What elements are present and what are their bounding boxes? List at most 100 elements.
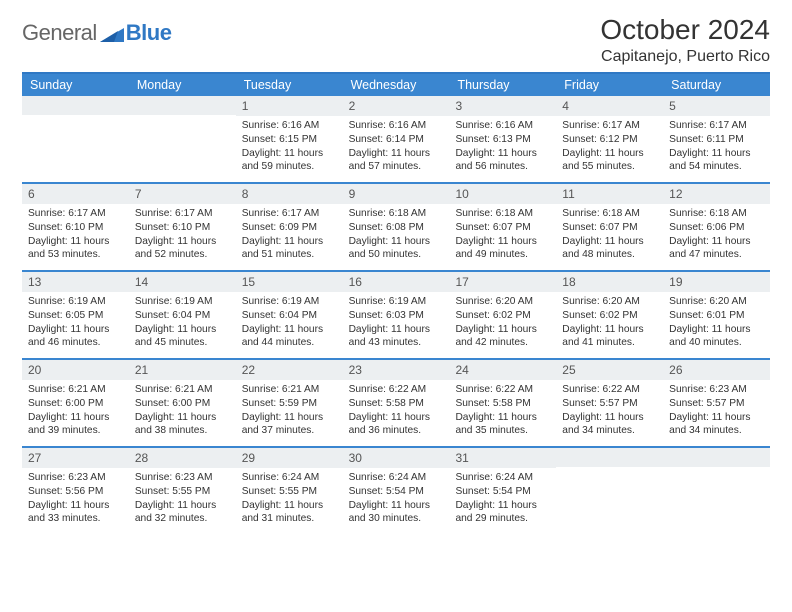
sunrise-text: Sunrise: 6:24 AM (455, 471, 550, 485)
daylight-text: Daylight: 11 hours and 30 minutes. (349, 499, 444, 527)
sunset-text: Sunset: 6:02 PM (455, 309, 550, 323)
dow-row: Sunday Monday Tuesday Wednesday Thursday… (22, 74, 770, 96)
location-label: Capitanejo, Puerto Rico (600, 48, 770, 66)
day-body (129, 115, 236, 175)
day-cell: 23Sunrise: 6:22 AMSunset: 5:58 PMDayligh… (343, 360, 450, 446)
daylight-text: Daylight: 11 hours and 37 minutes. (242, 411, 337, 439)
day-cell (556, 448, 663, 534)
sunset-text: Sunset: 6:00 PM (135, 397, 230, 411)
day-cell: 9Sunrise: 6:18 AMSunset: 6:08 PMDaylight… (343, 184, 450, 270)
sunrise-text: Sunrise: 6:20 AM (562, 295, 657, 309)
day-cell: 4Sunrise: 6:17 AMSunset: 6:12 PMDaylight… (556, 96, 663, 182)
sunrise-text: Sunrise: 6:16 AM (455, 119, 550, 133)
sunset-text: Sunset: 6:13 PM (455, 133, 550, 147)
week-row: 27Sunrise: 6:23 AMSunset: 5:56 PMDayligh… (22, 446, 770, 534)
dow-tuesday: Tuesday (236, 74, 343, 96)
day-body: Sunrise: 6:24 AMSunset: 5:55 PMDaylight:… (236, 468, 343, 532)
sunset-text: Sunset: 5:56 PM (28, 485, 123, 499)
daylight-text: Daylight: 11 hours and 50 minutes. (349, 235, 444, 263)
sunrise-text: Sunrise: 6:21 AM (135, 383, 230, 397)
week-row: 20Sunrise: 6:21 AMSunset: 6:00 PMDayligh… (22, 358, 770, 446)
day-number (663, 448, 770, 467)
day-body: Sunrise: 6:17 AMSunset: 6:10 PMDaylight:… (129, 204, 236, 268)
day-cell: 26Sunrise: 6:23 AMSunset: 5:57 PMDayligh… (663, 360, 770, 446)
day-cell: 18Sunrise: 6:20 AMSunset: 6:02 PMDayligh… (556, 272, 663, 358)
day-number: 1 (236, 96, 343, 116)
sunset-text: Sunset: 6:01 PM (669, 309, 764, 323)
logo-mark-icon (100, 24, 124, 42)
day-body: Sunrise: 6:16 AMSunset: 6:13 PMDaylight:… (449, 116, 556, 180)
sunset-text: Sunset: 5:57 PM (669, 397, 764, 411)
sunset-text: Sunset: 6:02 PM (562, 309, 657, 323)
day-cell: 15Sunrise: 6:19 AMSunset: 6:04 PMDayligh… (236, 272, 343, 358)
sunset-text: Sunset: 5:55 PM (135, 485, 230, 499)
logo-text-a: General (22, 20, 97, 46)
dow-monday: Monday (129, 74, 236, 96)
header: General Blue October 2024 Capitanejo, Pu… (22, 14, 770, 66)
day-number: 8 (236, 184, 343, 204)
daylight-text: Daylight: 11 hours and 40 minutes. (669, 323, 764, 351)
daylight-text: Daylight: 11 hours and 48 minutes. (562, 235, 657, 263)
day-cell: 13Sunrise: 6:19 AMSunset: 6:05 PMDayligh… (22, 272, 129, 358)
daylight-text: Daylight: 11 hours and 44 minutes. (242, 323, 337, 351)
daylight-text: Daylight: 11 hours and 31 minutes. (242, 499, 337, 527)
sunrise-text: Sunrise: 6:20 AM (669, 295, 764, 309)
day-number: 22 (236, 360, 343, 380)
daylight-text: Daylight: 11 hours and 39 minutes. (28, 411, 123, 439)
day-body: Sunrise: 6:21 AMSunset: 5:59 PMDaylight:… (236, 380, 343, 444)
day-number: 16 (343, 272, 450, 292)
day-body: Sunrise: 6:21 AMSunset: 6:00 PMDaylight:… (22, 380, 129, 444)
sunset-text: Sunset: 5:58 PM (349, 397, 444, 411)
day-cell (129, 96, 236, 182)
sunset-text: Sunset: 5:57 PM (562, 397, 657, 411)
sunrise-text: Sunrise: 6:17 AM (135, 207, 230, 221)
week-row: 1Sunrise: 6:16 AMSunset: 6:15 PMDaylight… (22, 96, 770, 182)
sunrise-text: Sunrise: 6:22 AM (455, 383, 550, 397)
week-row: 13Sunrise: 6:19 AMSunset: 6:05 PMDayligh… (22, 270, 770, 358)
day-number: 26 (663, 360, 770, 380)
sunset-text: Sunset: 5:54 PM (349, 485, 444, 499)
day-cell: 2Sunrise: 6:16 AMSunset: 6:14 PMDaylight… (343, 96, 450, 182)
day-number: 2 (343, 96, 450, 116)
daylight-text: Daylight: 11 hours and 49 minutes. (455, 235, 550, 263)
sunrise-text: Sunrise: 6:24 AM (242, 471, 337, 485)
sunrise-text: Sunrise: 6:19 AM (135, 295, 230, 309)
sunrise-text: Sunrise: 6:18 AM (562, 207, 657, 221)
day-body: Sunrise: 6:24 AMSunset: 5:54 PMDaylight:… (343, 468, 450, 532)
week-row: 6Sunrise: 6:17 AMSunset: 6:10 PMDaylight… (22, 182, 770, 270)
daylight-text: Daylight: 11 hours and 54 minutes. (669, 147, 764, 175)
sunrise-text: Sunrise: 6:19 AM (349, 295, 444, 309)
day-number: 20 (22, 360, 129, 380)
sunrise-text: Sunrise: 6:16 AM (242, 119, 337, 133)
day-body: Sunrise: 6:19 AMSunset: 6:04 PMDaylight:… (236, 292, 343, 356)
sunset-text: Sunset: 5:58 PM (455, 397, 550, 411)
day-body: Sunrise: 6:16 AMSunset: 6:14 PMDaylight:… (343, 116, 450, 180)
day-number: 13 (22, 272, 129, 292)
dow-thursday: Thursday (449, 74, 556, 96)
day-cell: 7Sunrise: 6:17 AMSunset: 6:10 PMDaylight… (129, 184, 236, 270)
day-body: Sunrise: 6:19 AMSunset: 6:03 PMDaylight:… (343, 292, 450, 356)
daylight-text: Daylight: 11 hours and 53 minutes. (28, 235, 123, 263)
day-body: Sunrise: 6:17 AMSunset: 6:11 PMDaylight:… (663, 116, 770, 180)
sunrise-text: Sunrise: 6:20 AM (455, 295, 550, 309)
sunrise-text: Sunrise: 6:17 AM (669, 119, 764, 133)
day-body: Sunrise: 6:20 AMSunset: 6:01 PMDaylight:… (663, 292, 770, 356)
daylight-text: Daylight: 11 hours and 46 minutes. (28, 323, 123, 351)
day-body: Sunrise: 6:20 AMSunset: 6:02 PMDaylight:… (449, 292, 556, 356)
day-body: Sunrise: 6:23 AMSunset: 5:56 PMDaylight:… (22, 468, 129, 532)
day-cell: 31Sunrise: 6:24 AMSunset: 5:54 PMDayligh… (449, 448, 556, 534)
day-body: Sunrise: 6:22 AMSunset: 5:57 PMDaylight:… (556, 380, 663, 444)
day-number: 30 (343, 448, 450, 468)
day-number: 14 (129, 272, 236, 292)
sunrise-text: Sunrise: 6:19 AM (242, 295, 337, 309)
daylight-text: Daylight: 11 hours and 35 minutes. (455, 411, 550, 439)
day-body (663, 467, 770, 527)
day-cell: 16Sunrise: 6:19 AMSunset: 6:03 PMDayligh… (343, 272, 450, 358)
daylight-text: Daylight: 11 hours and 45 minutes. (135, 323, 230, 351)
sunset-text: Sunset: 6:10 PM (135, 221, 230, 235)
day-cell: 10Sunrise: 6:18 AMSunset: 6:07 PMDayligh… (449, 184, 556, 270)
daylight-text: Daylight: 11 hours and 34 minutes. (669, 411, 764, 439)
daylight-text: Daylight: 11 hours and 32 minutes. (135, 499, 230, 527)
day-number: 19 (663, 272, 770, 292)
dow-saturday: Saturday (663, 74, 770, 96)
